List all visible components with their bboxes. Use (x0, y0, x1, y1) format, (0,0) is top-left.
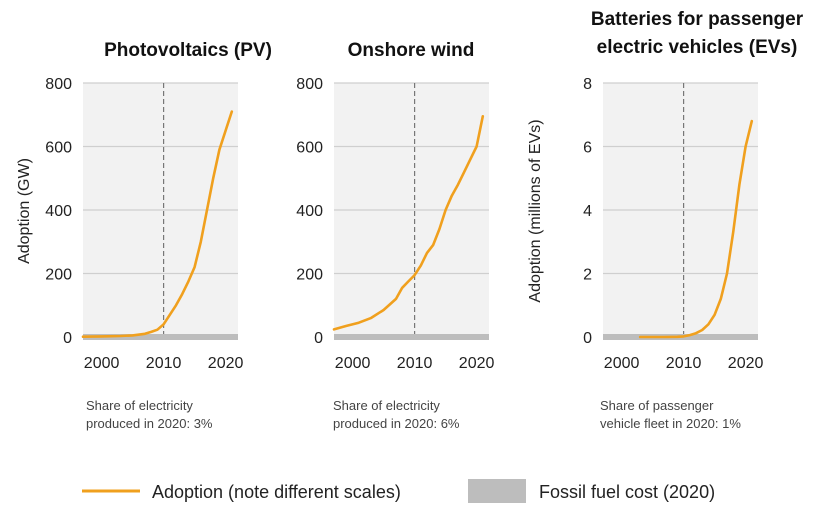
panel-wind: Onshore wind 0 200 400 600 800 2000 2010 2020 S… (296, 40, 494, 431)
panel-pv-title: Photovoltaics (PV) (104, 40, 272, 61)
ev-x-tick-label: 2020 (728, 355, 764, 372)
legend: Adoption (note different scales) Fossil … (82, 479, 715, 503)
pv-adoption-line (81, 110, 234, 339)
panel-pv: Photovoltaics (PV) Adoption (GW) 0 200 400… (16, 40, 272, 431)
wind-x-tick-label: 2020 (459, 355, 495, 372)
ev-y-tick-label: 2 (583, 267, 592, 284)
wind-adoption-line (332, 115, 485, 331)
pv-x-tick-label: 2010 (146, 355, 182, 372)
ev-y-tick-label: 0 (583, 330, 592, 347)
panel-ev-ylabel: Adoption (millions of EVs) (527, 119, 544, 302)
panel-ev: Batteries for passenger electric vehicle… (527, 9, 804, 431)
panel-wind-title: Onshore wind (348, 40, 475, 61)
panel-pv-note-line2: produced in 2020: 3% (86, 416, 213, 431)
panel-pv-note-line1: Share of electricity (86, 398, 193, 413)
legend-swatch-fossil (468, 479, 526, 503)
panel-ev-title-line1: Batteries for passenger (591, 9, 804, 30)
wind-y-tick-label: 0 (314, 330, 323, 347)
panel-ev-plot: 0 2 4 6 8 2000 2010 2020 (583, 76, 763, 372)
panel-ev-note-line2: vehicle fleet in 2020: 1% (600, 416, 741, 431)
pv-y-tick-label: 800 (45, 76, 72, 93)
pv-y-tick-label: 400 (45, 203, 72, 220)
pv-fossil-cost-band (83, 334, 238, 340)
ev-adoption-line (638, 119, 754, 339)
panel-ev-title-line2: electric vehicles (EVs) (597, 37, 798, 58)
pv-x-tick-label: 2000 (84, 355, 120, 372)
ev-y-tick-label: 4 (583, 203, 592, 220)
panel-ev-note-line1: Share of passenger (600, 398, 714, 413)
ev-x-tick-label: 2000 (604, 355, 640, 372)
wind-fossil-cost-band (334, 334, 489, 340)
wind-y-tick-label: 200 (296, 267, 323, 284)
ev-x-tick-label: 2010 (666, 355, 702, 372)
wind-y-tick-label: 800 (296, 76, 323, 93)
pv-y-tick-label: 200 (45, 267, 72, 284)
wind-x-tick-label: 2000 (335, 355, 371, 372)
legend-label-adoption: Adoption (note different scales) (152, 482, 401, 502)
ev-y-tick-label: 6 (583, 140, 592, 157)
panel-wind-note-line2: produced in 2020: 6% (333, 416, 460, 431)
panel-pv-plot: 0 200 400 600 800 2000 2010 2020 (45, 76, 243, 372)
panel-pv-ylabel: Adoption (GW) (16, 158, 33, 264)
pv-x-tick-label: 2020 (208, 355, 244, 372)
wind-y-tick-label: 600 (296, 140, 323, 157)
wind-x-tick-label: 2010 (397, 355, 433, 372)
panel-wind-plot: 0 200 400 600 800 2000 2010 2020 (296, 76, 494, 372)
ev-y-tick-label: 8 (583, 76, 592, 93)
pv-y-tick-label: 600 (45, 140, 72, 157)
pv-y-tick-label: 0 (63, 330, 72, 347)
legend-label-fossil: Fossil fuel cost (2020) (539, 482, 715, 502)
panel-wind-note-line1: Share of electricity (333, 398, 440, 413)
wind-y-tick-label: 400 (296, 203, 323, 220)
